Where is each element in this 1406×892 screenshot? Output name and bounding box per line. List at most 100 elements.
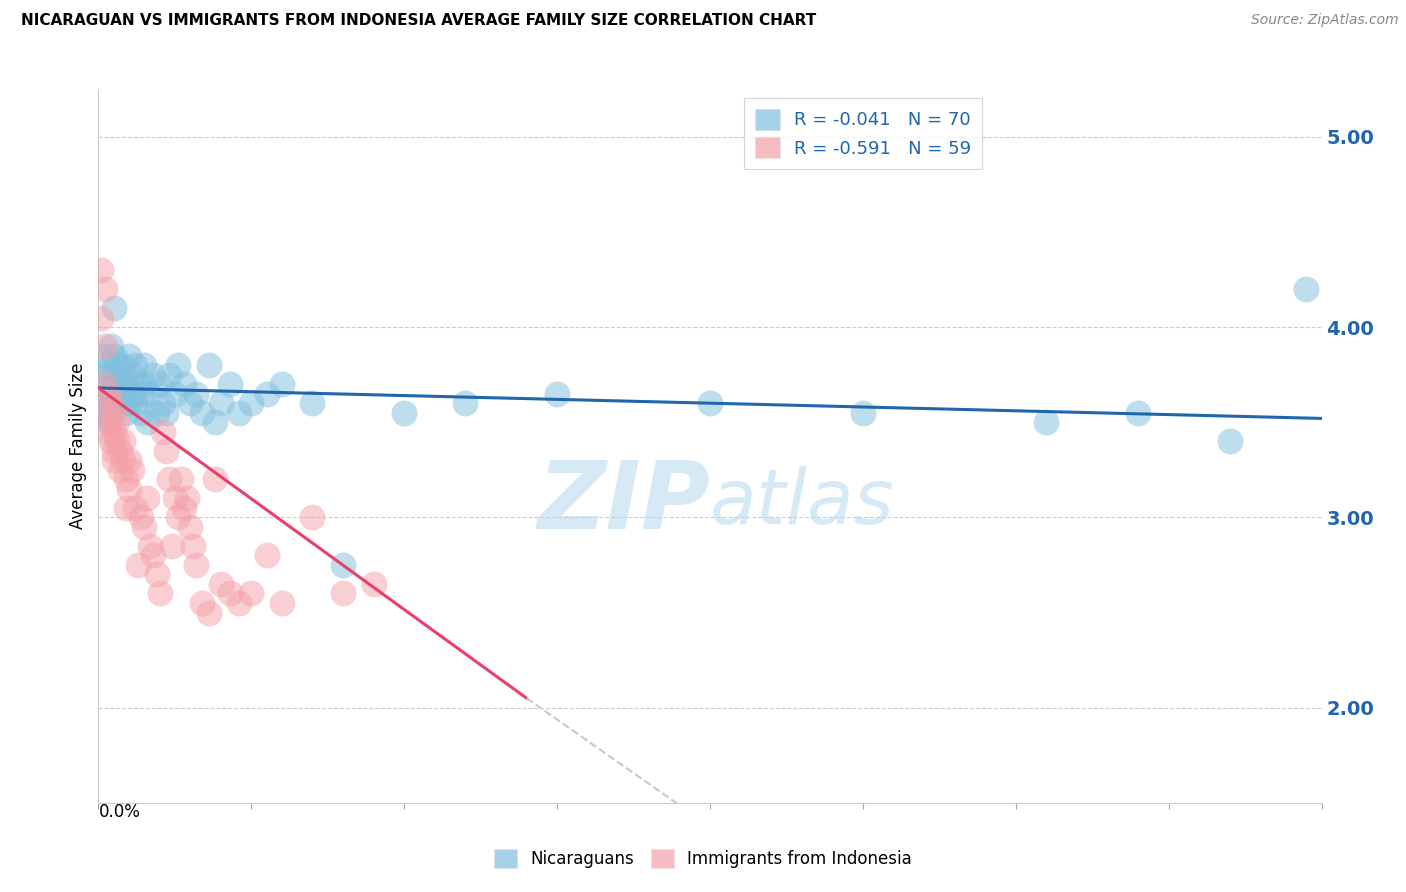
Point (127, 377, 149, 392)
Point (228, 596, 250, 610)
Point (105, 358, 128, 372)
Point (121, 463, 143, 477)
Point (142, 549, 165, 563)
Point (363, 577, 385, 591)
Point (115, 406, 138, 420)
Point (111, 453, 134, 467)
Point (240, 586, 263, 600)
Point (145, 567, 167, 582)
Point (100, 396, 122, 410)
Text: ZIP: ZIP (537, 457, 710, 549)
Point (219, 586, 242, 600)
Point (103, 406, 125, 420)
Point (111, 434, 134, 449)
Point (139, 386, 162, 401)
Point (152, 396, 174, 410)
Text: 0.0%: 0.0% (98, 803, 141, 821)
Point (111, 358, 134, 372)
Point (157, 472, 180, 486)
Point (103, 453, 125, 467)
Point (145, 406, 167, 420)
Point (115, 377, 138, 392)
Point (100, 339, 122, 353)
Point (191, 406, 214, 420)
Point (129, 386, 152, 401)
Point (204, 472, 226, 486)
Point (124, 500, 146, 515)
Point (115, 472, 138, 486)
Point (197, 606, 219, 620)
Point (90, 396, 112, 410)
Point (100, 406, 122, 420)
Point (163, 491, 186, 506)
Point (100, 368, 122, 382)
Point (108, 368, 131, 382)
Point (136, 415, 159, 429)
Point (97, 425, 120, 439)
Point (103, 349, 125, 363)
Point (186, 386, 208, 401)
Point (108, 463, 131, 477)
Point (186, 558, 208, 572)
Point (111, 377, 134, 392)
Point (134, 520, 156, 534)
Point (191, 596, 214, 610)
Point (105, 396, 128, 410)
Point (97, 406, 120, 420)
Point (301, 510, 323, 524)
Point (157, 368, 180, 382)
Point (103, 443, 125, 458)
Point (454, 396, 477, 410)
Point (124, 358, 146, 372)
Point (332, 586, 354, 600)
Text: atlas: atlas (710, 467, 894, 540)
Point (1295, 282, 1317, 296)
Point (115, 500, 138, 515)
Point (93, 349, 115, 363)
Point (118, 396, 141, 410)
Point (181, 539, 204, 553)
Point (392, 406, 416, 420)
Point (173, 377, 195, 392)
Point (100, 396, 122, 410)
Point (90, 368, 112, 382)
Point (134, 377, 156, 392)
Point (103, 386, 125, 401)
Point (179, 520, 201, 534)
Point (105, 377, 128, 392)
Point (136, 491, 159, 506)
Point (256, 386, 278, 401)
Point (1219, 434, 1241, 449)
Point (270, 377, 292, 392)
Point (103, 301, 125, 315)
Text: NICARAGUAN VS IMMIGRANTS FROM INDONESIA AVERAGE FAMILY SIZE CORRELATION CHART: NICARAGUAN VS IMMIGRANTS FROM INDONESIA … (21, 13, 817, 29)
Point (97, 386, 120, 401)
Point (173, 500, 195, 515)
Point (134, 358, 156, 372)
Point (160, 539, 183, 553)
Point (127, 558, 149, 572)
Point (209, 577, 232, 591)
Point (149, 586, 172, 600)
Point (129, 510, 152, 524)
Point (105, 415, 128, 429)
Point (149, 377, 172, 392)
Point (124, 396, 146, 410)
Point (852, 406, 875, 420)
Point (256, 549, 278, 563)
Point (139, 539, 162, 553)
Point (97, 358, 120, 372)
Point (1035, 415, 1057, 429)
Point (121, 386, 143, 401)
Point (118, 349, 141, 363)
Point (163, 386, 186, 401)
Point (240, 396, 263, 410)
Point (100, 434, 122, 449)
Point (93, 377, 115, 392)
Legend: R = -0.041   N = 70, R = -0.591   N = 59: R = -0.041 N = 70, R = -0.591 N = 59 (744, 98, 983, 169)
Point (204, 415, 226, 429)
Point (179, 396, 201, 410)
Point (103, 425, 125, 439)
Point (155, 406, 177, 420)
Point (121, 368, 143, 382)
